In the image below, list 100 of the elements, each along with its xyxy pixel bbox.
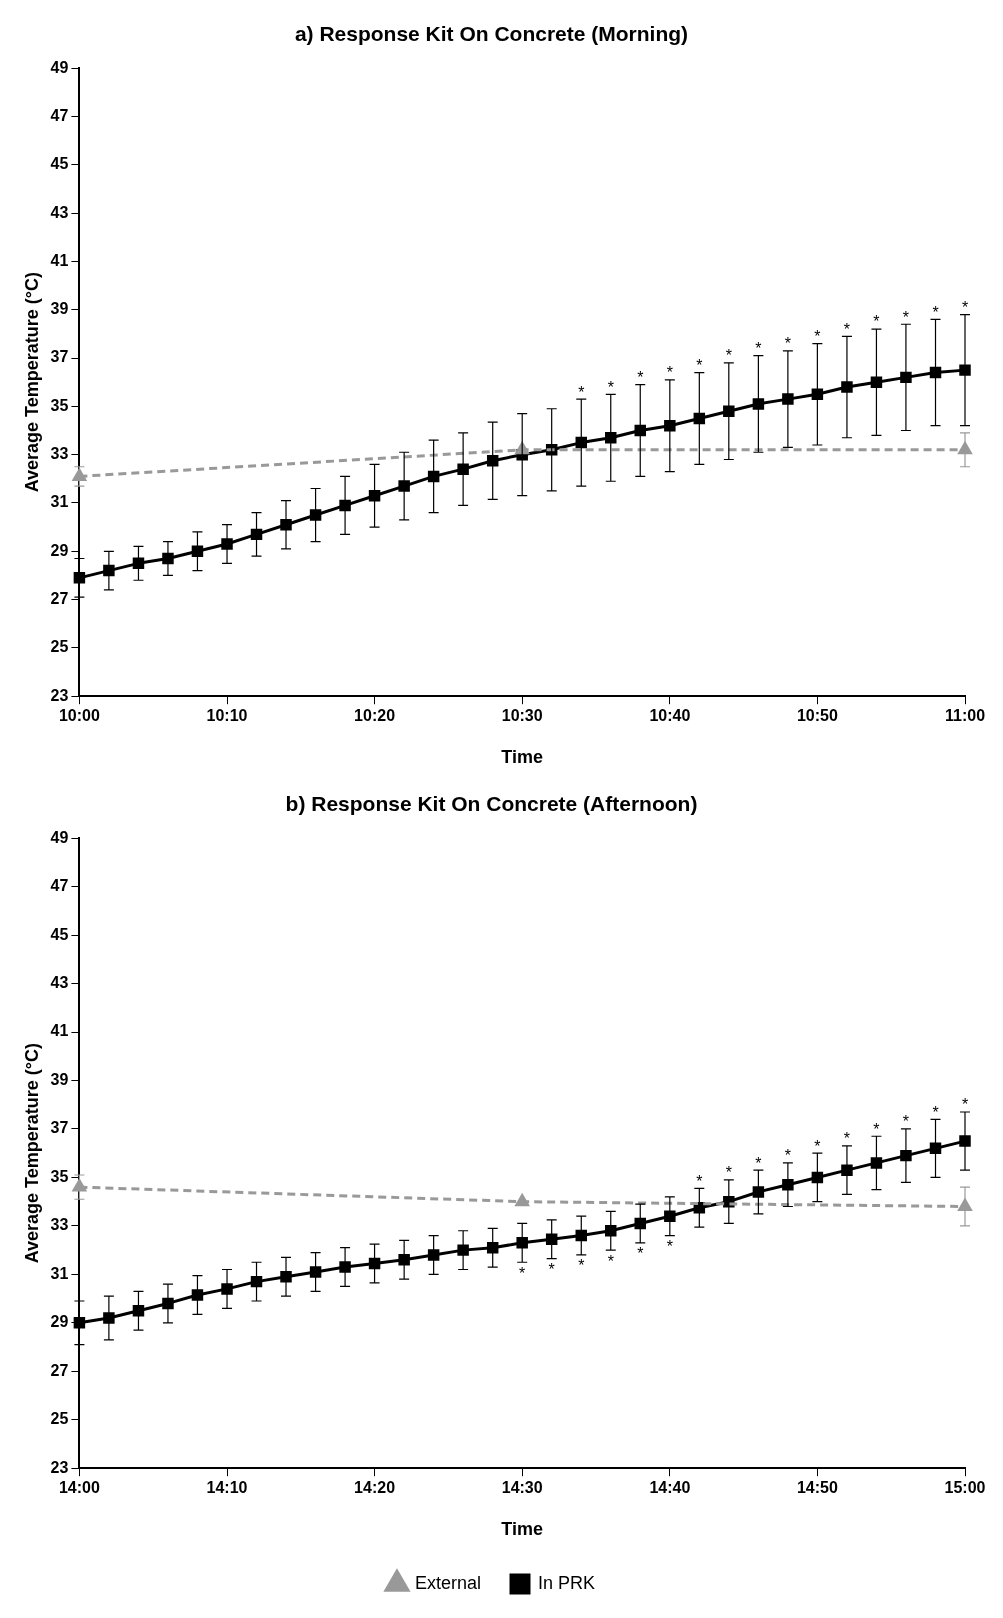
- point: [457, 1244, 469, 1256]
- legend-label: External: [414, 1572, 482, 1593]
- annotation: *: [932, 303, 939, 321]
- point: [782, 393, 794, 405]
- point: [841, 381, 853, 393]
- y-tick-label: 47: [50, 877, 69, 895]
- annotation: *: [578, 383, 585, 401]
- point: [280, 1271, 292, 1283]
- chart-title: a) Response Kit On Concrete (Morning): [294, 22, 689, 46]
- x-tick-label: 10:40: [649, 707, 691, 725]
- point: [959, 1135, 971, 1147]
- annotation: *: [519, 1264, 526, 1282]
- y-tick-label: 23: [50, 686, 69, 704]
- x-tick-label: 14:10: [206, 1479, 248, 1497]
- y-axis-title: Average Temperature (°C): [21, 272, 42, 493]
- point: [515, 1194, 529, 1207]
- point: [723, 405, 735, 417]
- x-tick-label: 14:20: [354, 1479, 396, 1497]
- x-tick-label: 14:40: [649, 1479, 691, 1497]
- y-tick-label: 31: [50, 1264, 69, 1282]
- annotation: *: [784, 335, 791, 353]
- y-tick-label: 29: [50, 541, 69, 559]
- point: [605, 432, 617, 444]
- y-tick-label: 25: [50, 1410, 69, 1428]
- y-tick-label: 27: [50, 589, 69, 607]
- x-tick-label: 10:50: [796, 707, 838, 725]
- y-tick-label: 29: [50, 1313, 69, 1331]
- annotation: *: [902, 308, 910, 326]
- annotation: *: [843, 1130, 851, 1148]
- annotation: *: [902, 1113, 910, 1131]
- y-tick-label: 45: [50, 925, 69, 943]
- annotation: *: [843, 320, 851, 338]
- y-tick-label: 47: [50, 106, 69, 124]
- x-tick-label: 10:30: [501, 707, 543, 725]
- annotation: *: [755, 340, 762, 358]
- point: [191, 1289, 204, 1301]
- annotation: *: [666, 1237, 673, 1255]
- x-tick-label: 14:30: [501, 1479, 543, 1497]
- y-tick-label: 39: [50, 1070, 69, 1088]
- y-tick-label: 37: [50, 1119, 69, 1137]
- y-tick-label: 25: [50, 638, 69, 656]
- annotation: *: [725, 347, 732, 365]
- point: [752, 1186, 765, 1198]
- x-tick-label: 10:00: [58, 707, 100, 725]
- annotation: *: [696, 356, 703, 374]
- point: [221, 538, 233, 550]
- y-tick-label: 49: [50, 58, 69, 76]
- point: [309, 1266, 322, 1278]
- y-tick-label: 33: [50, 1216, 69, 1234]
- annotation: *: [961, 1096, 969, 1114]
- annotation: *: [548, 1261, 555, 1279]
- point: [73, 1317, 86, 1329]
- y-tick-label: 41: [50, 251, 69, 269]
- y-tick-label: 37: [50, 348, 69, 366]
- x-tick-label: 10:20: [354, 707, 396, 725]
- y-tick-label: 39: [50, 300, 69, 318]
- annotation: *: [696, 1172, 703, 1190]
- annotation: *: [637, 1245, 644, 1263]
- y-tick-label: 45: [50, 155, 69, 173]
- x-axis-title: Time: [501, 747, 544, 768]
- x-tick-label: 15:00: [944, 1479, 986, 1497]
- annotation: *: [814, 1137, 821, 1155]
- annotation: *: [637, 369, 644, 387]
- point: [752, 398, 765, 410]
- point: [398, 1254, 410, 1266]
- y-tick-label: 35: [50, 1167, 69, 1185]
- point: [959, 364, 971, 376]
- point: [664, 1210, 676, 1222]
- annotation: *: [725, 1164, 732, 1182]
- x-tick-label: 11:00: [944, 707, 986, 725]
- point: [457, 463, 469, 475]
- point: [545, 1233, 558, 1245]
- annotation: *: [932, 1103, 939, 1121]
- y-tick-label: 35: [50, 396, 69, 414]
- point: [103, 1312, 115, 1324]
- chart-title: b) Response Kit On Concrete (Afternoon): [285, 792, 698, 816]
- annotation: *: [607, 378, 614, 396]
- y-tick-label: 41: [50, 1022, 69, 1040]
- point: [870, 376, 883, 388]
- point: [309, 509, 322, 521]
- annotation: *: [666, 364, 673, 382]
- point: [605, 1225, 617, 1237]
- annotation: *: [578, 1257, 585, 1275]
- annotation: *: [873, 313, 880, 331]
- annotation: *: [873, 1120, 880, 1138]
- y-tick-label: 31: [50, 493, 69, 511]
- point: [339, 1261, 351, 1273]
- y-tick-label: 27: [50, 1361, 69, 1379]
- point: [427, 1249, 440, 1261]
- point: [870, 1157, 883, 1169]
- point: [221, 1283, 233, 1295]
- point: [73, 572, 86, 584]
- y-tick-label: 33: [50, 445, 69, 463]
- annotation: *: [607, 1252, 614, 1270]
- x-tick-label: 14:00: [58, 1479, 100, 1497]
- y-tick-label: 23: [50, 1458, 69, 1476]
- y-axis-title: Average Temperature (°C): [21, 1043, 42, 1264]
- annotation: *: [814, 327, 821, 345]
- annotation: *: [961, 298, 969, 316]
- legend-label: In PRK: [538, 1572, 596, 1593]
